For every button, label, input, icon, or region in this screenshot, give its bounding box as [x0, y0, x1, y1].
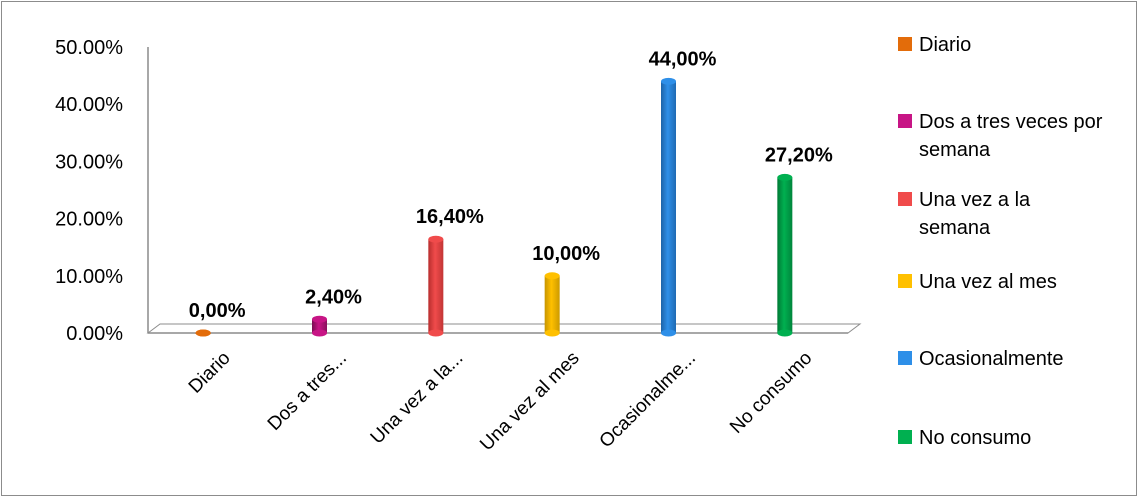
- chart-bars: [195, 77, 793, 337]
- bar-top: [661, 77, 676, 85]
- bar-top: [544, 272, 560, 280]
- chart-data-labels: 0,00% 2,40% 16,40% 10,00% 44,00% 27,20%: [189, 48, 833, 322]
- x-category-label: Una vez a la...: [367, 348, 468, 449]
- bar-base: [312, 329, 327, 337]
- legend-swatch: [898, 192, 912, 206]
- bar-base: [544, 329, 560, 337]
- legend-label: Una vez al mes: [919, 271, 1057, 293]
- bar-top: [777, 173, 793, 181]
- legend-label: Ocasionalmente: [919, 348, 1064, 370]
- data-label: 16,40%: [416, 206, 484, 228]
- chart-floor: [146, 323, 862, 334]
- legend-swatch: [898, 114, 912, 128]
- y-tick-label: 40.00%: [55, 94, 123, 116]
- legend-label: No consumo: [919, 427, 1031, 449]
- x-category-label: Una vez al mes: [476, 348, 583, 455]
- chart-legend: Diario Dos a tres veces por semana Una vez …: [898, 34, 1103, 449]
- bar: [661, 81, 676, 333]
- data-label: 27,20%: [765, 144, 833, 166]
- y-tick-label: 30.00%: [55, 151, 123, 173]
- bar-top: [428, 235, 444, 243]
- x-category-label: Dos a tres...: [264, 348, 351, 435]
- legend-swatch: [898, 37, 912, 51]
- bar-base: [661, 329, 676, 337]
- data-label: 44,00%: [649, 48, 717, 70]
- legend-label: Una vez a la: [919, 189, 1031, 211]
- legend-swatch: [898, 430, 912, 444]
- data-label: 10,00%: [532, 243, 600, 265]
- y-tick-label: 50.00%: [55, 37, 123, 59]
- bar: [428, 239, 444, 333]
- bar-base: [777, 329, 793, 337]
- legend-label: semana: [919, 217, 991, 239]
- y-tick-label: 20.00%: [55, 209, 123, 231]
- x-category-label: Diario: [185, 348, 235, 398]
- bar-base: [428, 329, 444, 337]
- bar: [544, 275, 560, 333]
- x-category-label: No consumo: [726, 348, 816, 438]
- y-tick-label: 10.00%: [55, 266, 123, 288]
- data-label: 0,00%: [189, 300, 246, 322]
- y-tick-label: 0.00%: [66, 323, 123, 345]
- x-category-label: Ocasionalme...: [596, 348, 700, 452]
- bar-top: [312, 315, 327, 323]
- legend-label: semana: [919, 139, 991, 161]
- legend-label: Dos a tres veces por: [919, 111, 1103, 133]
- bar-base: [195, 329, 211, 337]
- legend-label: Diario: [919, 34, 971, 56]
- data-label: 2,40%: [305, 286, 362, 308]
- chart-axes: 0.00% 10.00% 20.00% 30.00% 40.00% 50.00% Diari…: [55, 37, 862, 455]
- bar: [777, 177, 793, 333]
- legend-swatch: [898, 274, 912, 288]
- bar: [312, 319, 327, 333]
- legend-swatch: [898, 351, 912, 365]
